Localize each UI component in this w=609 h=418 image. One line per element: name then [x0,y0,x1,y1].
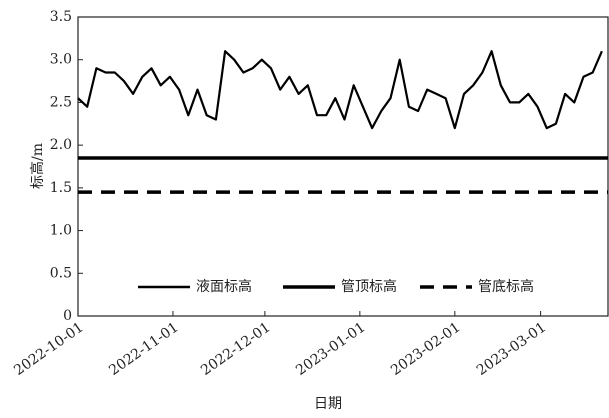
y-tick-label: 0.5 [50,265,72,281]
y-tick-label: 2.5 [50,94,72,110]
y-tick-label: 3.5 [50,9,72,25]
legend-label: 管顶标高 [341,278,397,295]
x-tick-label: 2023-01-01 [293,319,368,378]
y-tick-label: 1.5 [50,180,72,196]
x-tick-label: 2022-11-01 [106,319,181,378]
y-tick-label: 3.0 [50,52,72,68]
y-tick-label: 1.0 [50,223,72,239]
plot-frame [77,16,609,317]
y-axis-label: 标高/m [29,143,46,189]
series-line [77,50,603,130]
y-tick-label: 0 [63,308,72,324]
x-tick-label: 2023-02-01 [388,319,463,378]
x-tick-label: 2022-12-01 [198,319,273,378]
x-tick-label: 2023-03-01 [474,319,549,378]
y-tick-label: 2.0 [50,137,72,153]
legend-label: 管底标高 [478,278,534,295]
x-tick-label: 2022-10-01 [11,319,86,378]
x-axis-label: 日期 [314,396,342,412]
legend-label: 液面标高 [196,278,252,295]
